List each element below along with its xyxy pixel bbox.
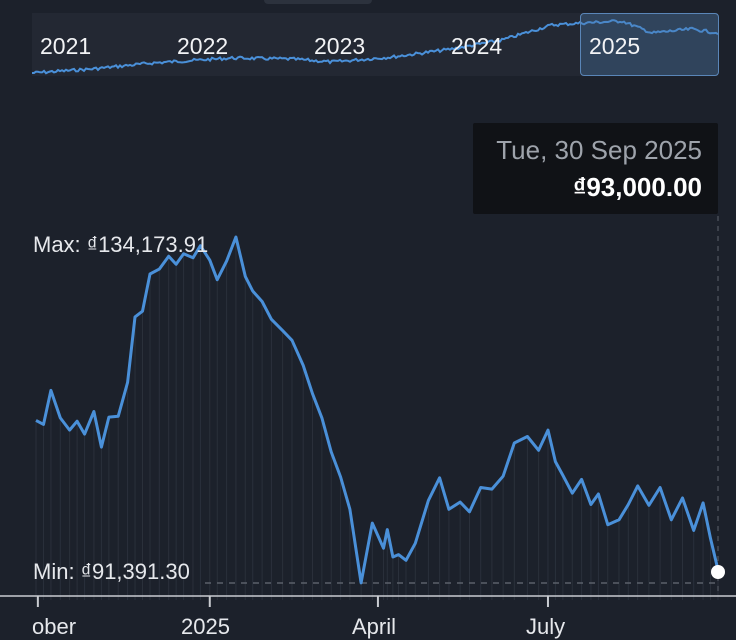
- navigator-selection-window[interactable]: [580, 13, 719, 76]
- x-tick-label-april: April: [352, 614, 397, 639]
- navigator-year-2021[interactable]: 2021: [40, 33, 92, 59]
- x-tick-label-october: ober: [32, 614, 77, 639]
- navigator-sparkline: [32, 19, 718, 75]
- navigator-year-2022[interactable]: 2022: [177, 33, 229, 59]
- navigator-year-2025[interactable]: 2025: [589, 33, 641, 59]
- min-price-label: Min: ₫91,391.30: [33, 559, 190, 584]
- tooltip-date: Tue, 30 Sep 2025: [496, 135, 702, 165]
- price-tooltip: Tue, 30 Sep 2025 ₫93,000.00: [473, 123, 718, 214]
- drag-handle[interactable]: [264, 0, 372, 4]
- price-series-line: [35, 235, 720, 585]
- x-tick-label-july: July: [526, 614, 566, 639]
- range-navigator[interactable]: 2021 2022 2023 2024 2025: [32, 13, 719, 76]
- x-tick-label-2025: 2025: [181, 614, 230, 639]
- tooltip-value: ₫93,000.00: [572, 172, 702, 202]
- selected-point-marker: [711, 564, 725, 579]
- navigator-price-line: [32, 19, 718, 75]
- max-price-label: Max: ₫134,173.91: [33, 232, 209, 257]
- navigator-year-2024[interactable]: 2024: [451, 33, 503, 59]
- navigator-year-2023[interactable]: 2023: [314, 33, 366, 59]
